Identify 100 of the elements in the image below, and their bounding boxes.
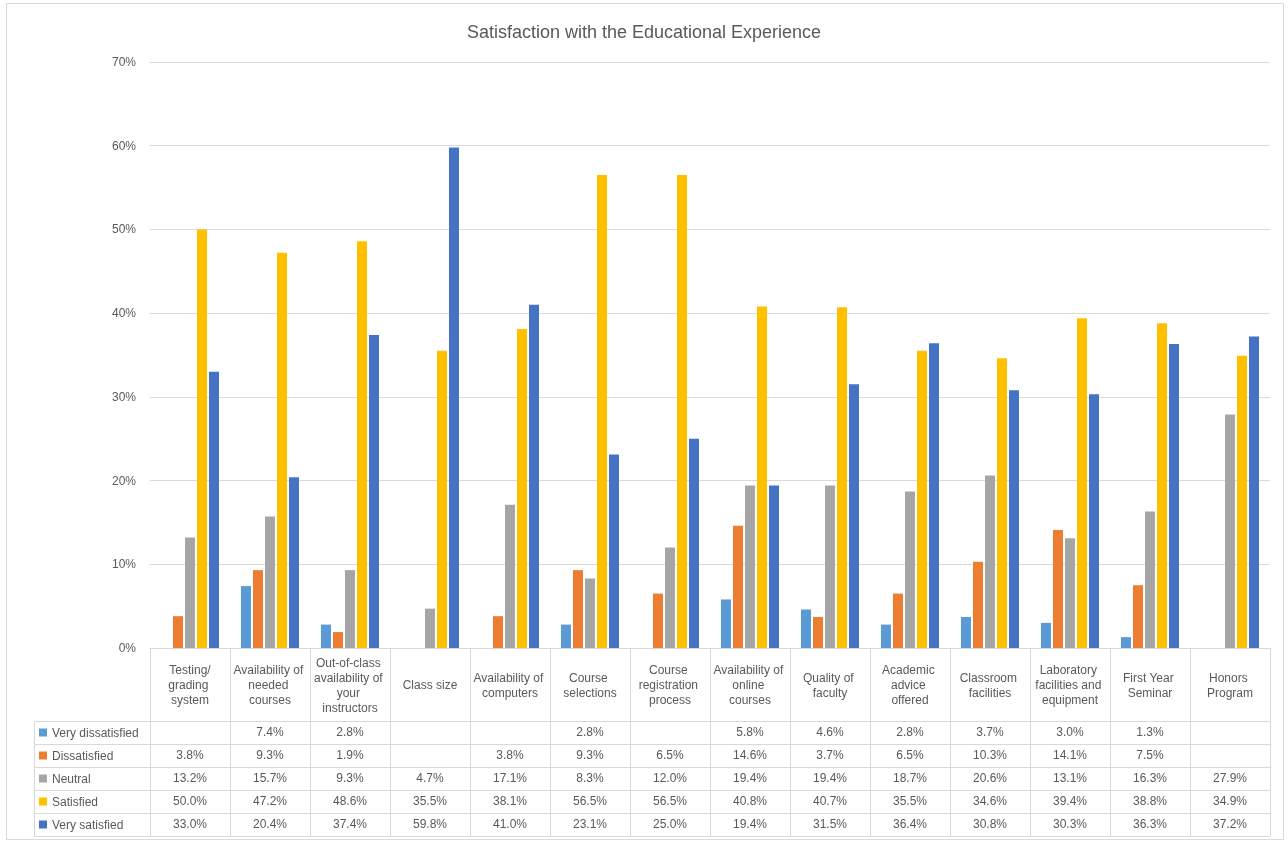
bar (721, 599, 731, 648)
bar (425, 608, 435, 648)
bar (573, 570, 583, 648)
bar (561, 624, 571, 648)
data-label: 56.5% (652, 793, 688, 810)
data-label: 3.7% (975, 724, 1005, 741)
x-tick-label: Course selections (563, 670, 617, 700)
bar (1249, 336, 1259, 648)
data-label: 6.5% (895, 747, 925, 764)
data-label: 40.8% (732, 793, 768, 810)
bar (197, 229, 207, 648)
data-label: 30.3% (1052, 816, 1088, 833)
data-label: 38.1% (492, 793, 528, 810)
data-label: 2.8% (575, 724, 605, 741)
bar (973, 561, 983, 648)
bar (677, 175, 687, 648)
bar (689, 438, 699, 648)
bar (757, 306, 767, 648)
data-label: 34.9% (1212, 793, 1248, 810)
x-tick-label: Classroom facilities (959, 670, 1021, 700)
x-tick-label: Out-of-class availability of your instructors (313, 655, 387, 715)
y-tick-label: 10% (111, 557, 137, 572)
y-tick-label: 0% (118, 641, 137, 655)
data-label: 14.1% (1052, 747, 1088, 764)
bar (961, 617, 971, 648)
data-label: 19.4% (732, 816, 768, 833)
data-label: 3.0% (1055, 724, 1085, 741)
x-tick-label: Quality of faculty (802, 670, 858, 700)
data-label: 59.8% (412, 816, 448, 833)
data-label: 5.8% (735, 724, 765, 741)
data-label: 13.1% (1052, 770, 1088, 787)
bar (1121, 637, 1131, 648)
data-label: 40.7% (812, 793, 848, 810)
bar (1133, 585, 1143, 648)
bar (1053, 529, 1063, 648)
bar (493, 616, 503, 648)
bar (609, 454, 619, 648)
data-label: 36.3% (1132, 816, 1168, 833)
bar (1077, 318, 1087, 648)
data-label: 56.5% (572, 793, 608, 810)
bar (801, 609, 811, 648)
data-label: 23.1% (572, 816, 608, 833)
x-tick-label: Course registration process (638, 663, 702, 707)
data-label: 1.9% (335, 747, 365, 764)
y-tick-label: 60% (111, 138, 137, 153)
bar (769, 485, 779, 648)
data-label: 20.4% (252, 816, 288, 833)
data-label: 4.6% (815, 724, 845, 741)
bar (241, 586, 251, 648)
bar (837, 307, 847, 648)
data-label: 9.3% (335, 770, 365, 787)
x-tick-label: First Year Seminar (1122, 670, 1178, 700)
bar (1089, 394, 1099, 648)
bar (437, 350, 447, 648)
data-label: 14.6% (732, 747, 768, 764)
data-label: 19.4% (732, 770, 768, 787)
data-label: 15.7% (252, 770, 288, 787)
data-label: 19.4% (812, 770, 848, 787)
bar (529, 304, 539, 648)
data-label: 47.2% (252, 793, 288, 810)
data-label: 3.8% (495, 747, 525, 764)
data-label: 20.6% (972, 770, 1008, 787)
data-label: 18.7% (892, 770, 928, 787)
bar (209, 371, 219, 648)
bar (345, 570, 355, 648)
bar (1065, 538, 1075, 648)
chart-title: Satisfaction with the Educational Experience (466, 22, 822, 42)
legend-label: Very dissatisfied (52, 725, 139, 740)
data-label: 3.7% (815, 747, 845, 764)
data-label: 8.3% (575, 770, 605, 787)
bar (1225, 414, 1235, 648)
legend-label: Satisfied (52, 794, 99, 809)
bar (1157, 323, 1167, 648)
bar (449, 147, 459, 648)
bar (745, 485, 755, 648)
data-label: 37.4% (332, 816, 368, 833)
legend-label: Very satisfied (52, 817, 124, 832)
data-label: 31.5% (812, 816, 848, 833)
y-tick-label: 30% (111, 389, 137, 404)
bar (985, 475, 995, 648)
data-label: 35.5% (412, 793, 448, 810)
data-label: 2.8% (895, 724, 925, 741)
data-label: 39.4% (1052, 793, 1088, 810)
y-tick-label: 70% (111, 55, 137, 69)
y-tick-label: 20% (111, 473, 137, 488)
x-tick-label: Availability of needed courses (233, 663, 307, 707)
bar (849, 384, 859, 648)
data-label: 30.8% (972, 816, 1008, 833)
x-tick-label: Academic advice offered (881, 663, 939, 707)
bar (1041, 622, 1051, 648)
data-label: 17.1% (492, 770, 528, 787)
bar (1145, 511, 1155, 648)
legend-label: Neutral (52, 771, 91, 786)
bar (997, 358, 1007, 648)
data-label: 9.3% (255, 747, 285, 764)
bar (653, 593, 663, 648)
bar (929, 343, 939, 648)
x-tick-label: Class size (402, 678, 458, 692)
bar (733, 525, 743, 648)
x-tick-label: Availability of online courses (713, 663, 787, 707)
